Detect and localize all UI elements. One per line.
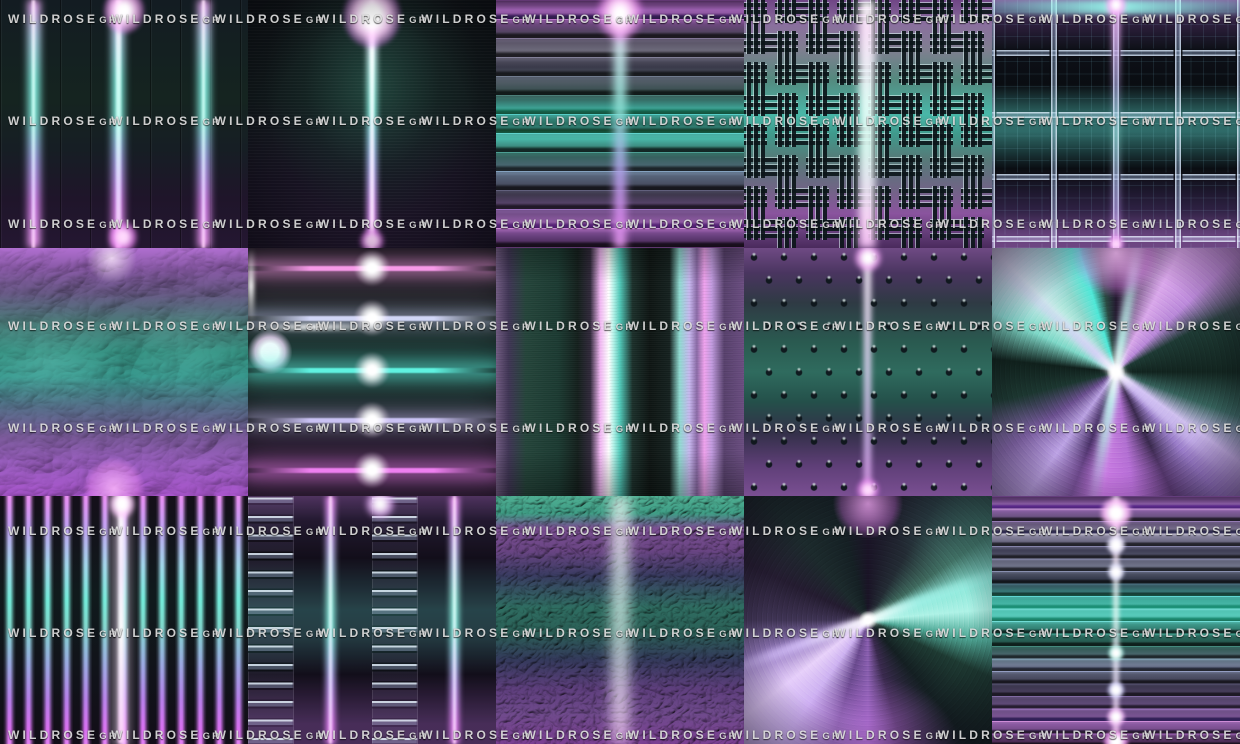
texture-layer xyxy=(1098,724,1134,744)
texture-layer xyxy=(32,0,35,248)
texture-layer xyxy=(1104,678,1128,702)
texture-layer xyxy=(102,214,144,248)
texture-layer xyxy=(354,300,390,336)
texture-layer xyxy=(1093,496,1139,536)
texture-layer xyxy=(354,250,390,286)
texture-layer xyxy=(453,496,456,744)
texture-layer xyxy=(1105,642,1127,664)
texture-layer xyxy=(614,0,626,248)
texture-layer xyxy=(588,0,652,50)
texture-layer xyxy=(354,352,390,388)
texture-layer xyxy=(354,452,390,488)
texture-tile-liquid-foil xyxy=(0,248,248,496)
texture-layer xyxy=(96,0,152,42)
texture-tile-single-beam xyxy=(248,0,496,248)
texture-tile-neon-bars xyxy=(248,248,496,496)
texture-layer xyxy=(852,474,884,496)
texture-layer xyxy=(329,496,332,744)
texture-layer xyxy=(1112,0,1120,248)
texture-layer xyxy=(354,402,390,438)
texture-tile-polished-chrome xyxy=(496,248,744,496)
texture-tile-studded-metal xyxy=(744,248,992,496)
texture-layer xyxy=(202,0,205,248)
texture-layer xyxy=(0,496,248,744)
texture-layer xyxy=(104,496,140,524)
texture-layer xyxy=(1102,0,1130,20)
texture-tile-tread-plate xyxy=(744,0,992,248)
texture-layer xyxy=(848,248,888,278)
texture-tile-radial-brushed-soft xyxy=(744,496,992,744)
texture-tile-radial-brushed-center xyxy=(992,248,1240,496)
texture-tile-neon-rods xyxy=(0,496,248,744)
texture-layer xyxy=(248,0,496,248)
texture-layer xyxy=(248,248,254,324)
texture-tile-wide-strips xyxy=(496,0,744,248)
texture-layer xyxy=(118,496,124,744)
texture-layer xyxy=(248,324,380,330)
texture-layer xyxy=(1104,560,1128,584)
texture-layer xyxy=(116,0,121,248)
texture-layer xyxy=(744,248,992,496)
texture-layer xyxy=(1113,496,1119,744)
texture-layer xyxy=(360,496,400,524)
texture-layer xyxy=(496,248,744,496)
texture-layer xyxy=(744,496,992,744)
texture-tile-embossed-leaves xyxy=(496,496,744,744)
texture-tile-thin-strips-flares xyxy=(992,496,1240,744)
texture-layer xyxy=(1105,232,1127,248)
texture-layer xyxy=(859,0,875,248)
texture-layer xyxy=(496,248,744,496)
texture-layer xyxy=(992,248,1240,496)
texture-tile-grid-tiles xyxy=(992,0,1240,248)
texture-layer xyxy=(248,330,292,374)
texture-tile-vertical-panels-neon xyxy=(0,0,248,248)
texture-layer xyxy=(611,496,629,744)
texture-layer xyxy=(0,248,248,496)
texture-layer xyxy=(1103,532,1129,558)
texture-tile-ladder-panels xyxy=(248,496,496,744)
